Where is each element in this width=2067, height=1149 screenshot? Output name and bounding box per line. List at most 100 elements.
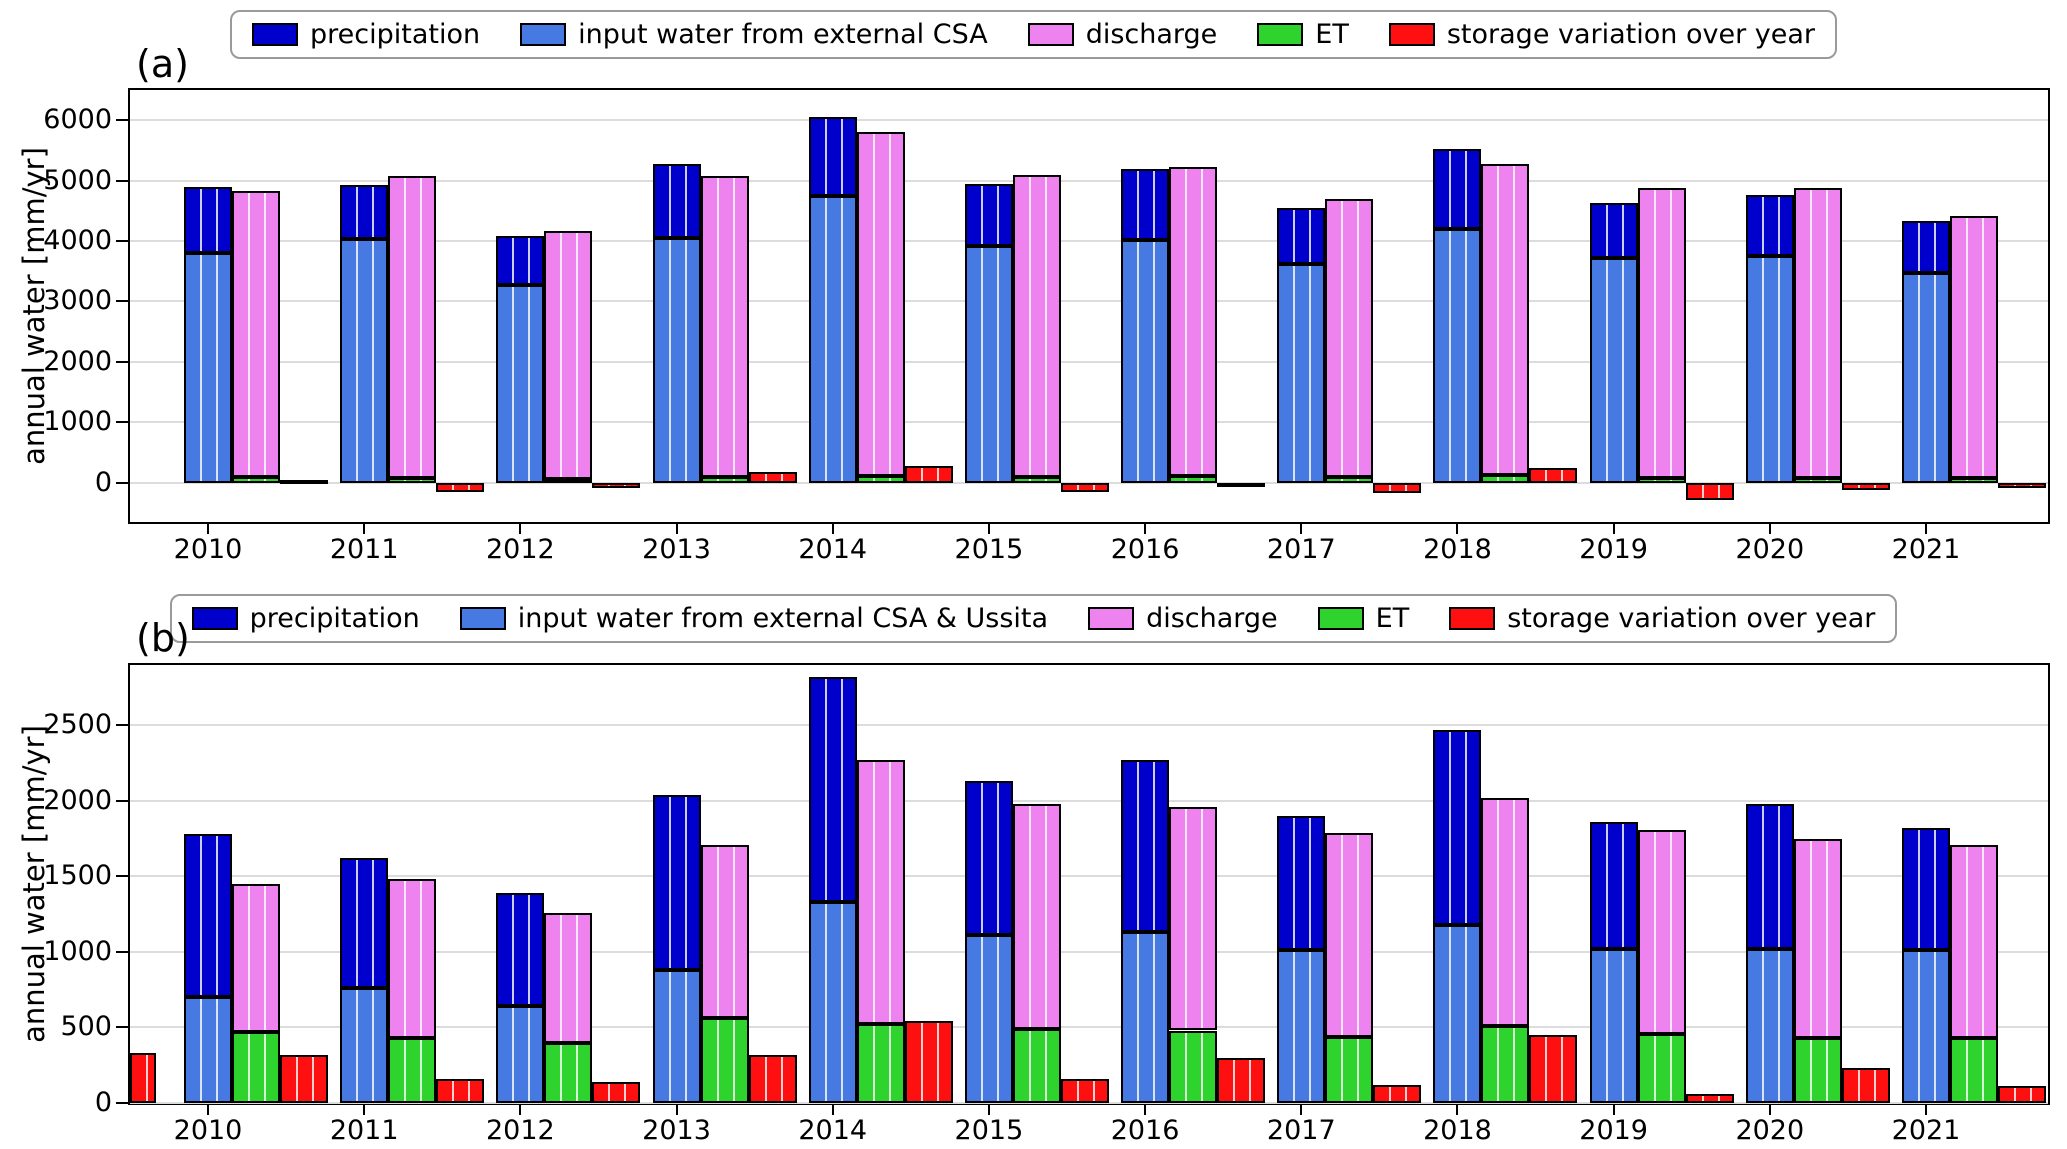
x-tick-label: 2020 bbox=[1735, 1115, 1805, 1146]
bar-precipitation-2021 bbox=[1902, 221, 1950, 274]
bar-et-2020 bbox=[1793, 478, 1842, 483]
gridline bbox=[130, 950, 2048, 953]
bar-storage-variation-over-year-2018 bbox=[1529, 1035, 1578, 1103]
x-tick-mark bbox=[1144, 1105, 1147, 1115]
bar-storage-variation-over-year-2014 bbox=[904, 1021, 953, 1103]
legend-box-a: precipitation input water from external C… bbox=[229, 10, 1838, 59]
y-tick-mark bbox=[116, 300, 128, 303]
x-tick-mark bbox=[1144, 524, 1147, 534]
bar-precipitation-2019 bbox=[1589, 202, 1638, 258]
bar-discharge-2015 bbox=[1012, 174, 1061, 477]
x-tick-mark bbox=[363, 1105, 366, 1115]
bar-storage-variation-over-year-2020 bbox=[1841, 482, 1890, 490]
x-tick-label: 2010 bbox=[173, 534, 243, 565]
x-tick-label: 2019 bbox=[1579, 1115, 1648, 1146]
legend-label: discharge bbox=[1146, 603, 1278, 634]
bar-et-2021 bbox=[1950, 1038, 1998, 1103]
bar-storage-variation-over-year-2019 bbox=[1685, 1093, 1734, 1103]
x-tick-mark bbox=[675, 524, 678, 534]
bar-et-2017 bbox=[1325, 477, 1374, 483]
x-tick-label: 2016 bbox=[1110, 1115, 1180, 1146]
bar-precipitation-2013 bbox=[652, 164, 701, 239]
bar-precipitation-2015 bbox=[964, 781, 1013, 936]
legend-color-patch bbox=[1027, 23, 1074, 46]
x-tick-mark bbox=[1300, 1105, 1303, 1115]
legend-color-patch bbox=[1257, 23, 1304, 46]
x-tick-label: 2010 bbox=[173, 1115, 243, 1146]
bar-input-water-from-external-csa-2018 bbox=[1433, 228, 1482, 483]
x-tick-mark bbox=[987, 1105, 990, 1115]
plot-area-b bbox=[128, 663, 2050, 1105]
panel-b-label: (b) bbox=[136, 616, 190, 660]
legend-item-et: ET bbox=[1257, 19, 1349, 50]
y-tick-label: 1000 bbox=[43, 406, 112, 438]
x-tick-label: 2015 bbox=[954, 534, 1024, 565]
bar-et-2012 bbox=[544, 1042, 593, 1103]
x-tick-mark bbox=[831, 524, 834, 534]
legend-color-patch bbox=[1388, 23, 1435, 46]
x-tick-mark bbox=[1768, 1105, 1771, 1115]
bar-et-2015 bbox=[1012, 1028, 1061, 1103]
bar-precipitation-2011 bbox=[340, 858, 389, 989]
bar-et-2020 bbox=[1793, 1038, 1842, 1103]
bar-discharge-2011 bbox=[388, 879, 437, 1039]
bar-discharge-2020 bbox=[1793, 187, 1842, 479]
x-tick-label: 2012 bbox=[486, 534, 555, 565]
x-tick-mark bbox=[1612, 1105, 1615, 1115]
bar-discharge-2013 bbox=[700, 175, 749, 477]
bar-input-water-from-external-csa-ussita-2020 bbox=[1745, 948, 1794, 1103]
bar-et-2013 bbox=[700, 1018, 749, 1103]
bar-discharge-2010 bbox=[232, 884, 280, 1032]
bar-input-water-from-external-csa-2019 bbox=[1589, 257, 1638, 483]
x-tick-mark bbox=[207, 1105, 209, 1115]
y-tick-label: 2000 bbox=[43, 345, 112, 377]
bar-input-water-from-external-csa-ussita-2011 bbox=[340, 988, 389, 1103]
bar-et-2016 bbox=[1169, 1030, 1218, 1103]
bar-precipitation-2010 bbox=[184, 186, 232, 254]
y-tick-mark bbox=[116, 950, 128, 953]
legend-item-storage-variation-over-year: storage variation over year bbox=[1388, 19, 1815, 50]
bar-input-water-from-external-csa-2011 bbox=[340, 239, 389, 483]
bar-et-2011 bbox=[388, 1038, 437, 1103]
bar-storage-variation-over-year-2018 bbox=[1529, 468, 1578, 483]
bar-et-2010 bbox=[232, 477, 280, 483]
bar-discharge-2012 bbox=[544, 230, 593, 480]
x-tick-mark bbox=[519, 1105, 522, 1115]
legend-item-precipitation: precipitation bbox=[251, 19, 481, 50]
gridline bbox=[130, 360, 2048, 363]
bar-discharge-2020 bbox=[1793, 838, 1842, 1039]
legend-label: storage variation over year bbox=[1507, 603, 1876, 634]
bar-storage-variation-over-year-2017 bbox=[1373, 482, 1422, 493]
bar-discharge-2018 bbox=[1481, 797, 1530, 1026]
bar-storage-variation-over-year-2014 bbox=[904, 466, 953, 483]
bar-discharge-2019 bbox=[1637, 829, 1686, 1034]
bar-storage-variation-over-year-2010 bbox=[280, 1054, 328, 1103]
bar-discharge-2014 bbox=[856, 132, 905, 477]
legend-item-discharge: discharge bbox=[1088, 603, 1278, 634]
bar-discharge-2021 bbox=[1950, 844, 1998, 1039]
x-tick-label: 2014 bbox=[798, 1115, 868, 1146]
y-tick-mark bbox=[116, 724, 128, 727]
legend-label: ET bbox=[1315, 19, 1349, 50]
bar-input-water-from-external-csa-ussita-2015 bbox=[964, 935, 1013, 1103]
bar-input-water-from-external-csa-ussita-2019 bbox=[1589, 948, 1638, 1103]
bar-storage-variation-over-year-2021 bbox=[1998, 1086, 2046, 1103]
bar-input-water-from-external-csa-2014 bbox=[808, 195, 857, 483]
x-tick-label: 2016 bbox=[1110, 534, 1180, 565]
y-tick-label: 0 bbox=[94, 466, 112, 498]
legend-label: precipitation bbox=[309, 19, 481, 50]
x-tick-mark bbox=[1612, 524, 1615, 534]
bar-storage-variation-over-year-2015 bbox=[1060, 482, 1109, 492]
y-tick-mark bbox=[116, 1102, 128, 1104]
bar-discharge-2017 bbox=[1325, 198, 1374, 478]
legend-item-precipitation: precipitation bbox=[191, 603, 420, 634]
bar-precipitation-2016 bbox=[1121, 168, 1170, 240]
y-tick-mark bbox=[116, 119, 128, 122]
bar-input-water-from-external-csa-ussita-2012 bbox=[496, 1006, 545, 1103]
bar-precipitation-2012 bbox=[496, 893, 545, 1007]
bar-storage-variation-over-year-clipped-left bbox=[130, 1053, 156, 1103]
legend-label: input water from external CSA bbox=[578, 19, 988, 50]
x-tick-label: 2011 bbox=[329, 534, 399, 565]
y-tick-mark bbox=[116, 240, 128, 243]
bar-input-water-from-external-csa-2015 bbox=[964, 245, 1013, 483]
